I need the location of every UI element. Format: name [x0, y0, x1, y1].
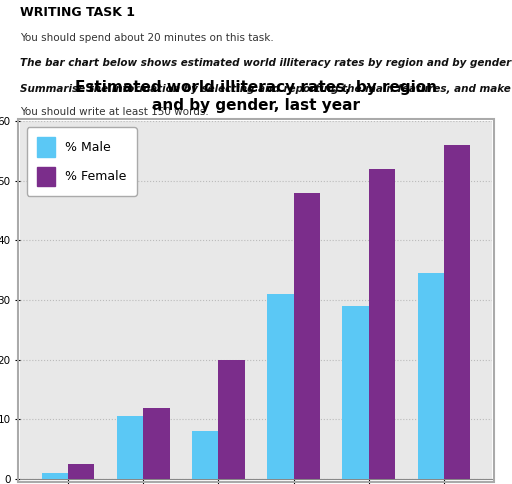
- Bar: [192, 431, 219, 479]
- Text: WRITING TASK 1: WRITING TASK 1: [20, 6, 136, 19]
- Bar: [369, 169, 395, 479]
- Bar: [42, 473, 68, 479]
- Bar: [293, 193, 320, 479]
- Text: The bar chart below shows estimated world illiteracy rates by region and by gend: The bar chart below shows estimated worl…: [20, 58, 512, 68]
- Bar: [143, 408, 169, 479]
- Bar: [444, 145, 470, 479]
- Bar: [267, 294, 293, 479]
- Bar: [68, 464, 95, 479]
- Bar: [219, 360, 245, 479]
- Text: Summarise the information by selecting and reporting the main features, and make: Summarise the information by selecting a…: [20, 84, 512, 93]
- Bar: [417, 273, 444, 479]
- Text: You should spend about 20 minutes on this task.: You should spend about 20 minutes on thi…: [20, 32, 274, 43]
- Bar: [117, 416, 143, 479]
- Legend: % Male, % Female: % Male, % Female: [27, 127, 137, 196]
- Text: You should write at least 150 words.: You should write at least 150 words.: [20, 107, 209, 117]
- Title: Estimated world illiteracy rates, by region
and by gender, last year: Estimated world illiteracy rates, by reg…: [75, 80, 437, 113]
- Bar: [343, 306, 369, 479]
